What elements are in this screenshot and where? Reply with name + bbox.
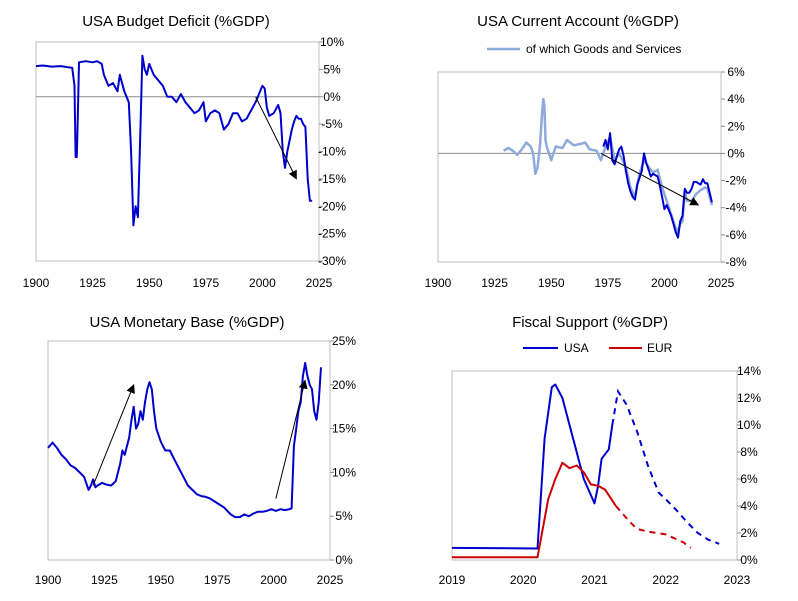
- y-tick-label: 10%: [332, 465, 356, 479]
- legend: of which Goods and Services: [487, 42, 681, 56]
- x-tick-label: 2020: [510, 573, 537, 587]
- y-tick-label: 10%: [320, 35, 344, 49]
- x-tick-label: 2025: [708, 276, 735, 290]
- x-tick-label: 2019: [439, 573, 466, 587]
- y-tick-label: -15%: [318, 172, 346, 186]
- y-tick-label: 0%: [727, 146, 745, 160]
- x-tick-label: 1900: [23, 276, 50, 290]
- x-axis: 1900 1925 1950 1975 2000 2025: [35, 573, 344, 587]
- series-lines: [503, 97, 714, 239]
- x-axis: 2019 2020 2021 2022 2023: [439, 573, 751, 587]
- y-tick-label: 0%: [740, 553, 758, 567]
- chart-title: Fiscal Support (%GDP): [512, 314, 668, 331]
- y-axis: 10% 5% 0% -5% -10% -15% -20% -25% -30%: [318, 35, 346, 268]
- x-tick-label: 2023: [724, 573, 751, 587]
- y-tick-label: -20%: [318, 199, 346, 213]
- forecast-line-eur: [615, 505, 692, 549]
- legend-label: of which Goods and Services: [526, 42, 681, 56]
- y-tick-label: 14%: [737, 364, 761, 378]
- x-tick-label: 2000: [260, 573, 287, 587]
- plot-area: [451, 370, 738, 561]
- trend-arrow: [600, 152, 700, 206]
- x-tick-label: 1950: [538, 276, 565, 290]
- x-tick-label: 1975: [594, 276, 621, 290]
- trend-arrows: [92, 379, 308, 499]
- x-tick-label: 1925: [91, 573, 118, 587]
- legend-label-usa: USA: [564, 341, 589, 355]
- trend-arrow: [92, 383, 135, 486]
- monetary-base-chart: USA Monetary Base (%GDP) 1900 1925 1950 197…: [35, 314, 357, 587]
- y-tick-label: 0%: [323, 90, 341, 104]
- x-tick-label: 1925: [481, 276, 508, 290]
- y-tick-label: 10%: [737, 418, 761, 432]
- y-tick-label: 5%: [323, 62, 341, 76]
- series-line-1: [602, 132, 713, 239]
- series-lines: [47, 361, 322, 519]
- x-tick-label: 1975: [204, 573, 231, 587]
- x-tick-label: 2025: [306, 276, 333, 290]
- series-line-eur: [452, 461, 617, 559]
- x-tick-label: 2000: [249, 276, 276, 290]
- plot-area: [437, 71, 722, 263]
- y-tick-label: 6%: [727, 65, 745, 79]
- plot-area: [47, 340, 331, 561]
- series-line-usa: [451, 383, 614, 550]
- y-tick-label: -25%: [318, 227, 346, 241]
- y-tick-label: 5%: [335, 509, 353, 523]
- deficit-chart: USA Budget Deficit (%GDP) 1900 1925 1950 19…: [23, 13, 347, 290]
- series-line-0: [503, 97, 714, 234]
- current-account-chart: USA Current Account (%GDP) of which Good…: [425, 13, 747, 290]
- trend-arrows: [600, 152, 700, 206]
- y-tick-label: 8%: [740, 445, 758, 459]
- x-tick-label: 1900: [425, 276, 452, 290]
- x-tick-label: 2025: [317, 573, 344, 587]
- forecast-line-usa: [611, 388, 720, 545]
- chart-title: USA Monetary Base (%GDP): [89, 314, 284, 331]
- y-tick-label: 4%: [740, 499, 758, 513]
- trend-arrow: [275, 379, 308, 499]
- y-tick-label: 2%: [727, 119, 745, 133]
- y-tick-label: 4%: [727, 92, 745, 106]
- y-tick-label: 2%: [740, 526, 758, 540]
- series-line-0: [35, 54, 313, 227]
- trend-arrows: [255, 96, 297, 180]
- y-tick-label: 25%: [332, 334, 356, 348]
- series-lines: [451, 383, 720, 559]
- legend-label-eur: EUR: [647, 341, 673, 355]
- x-tick-label: 1975: [192, 276, 219, 290]
- chart-title: USA Current Account (%GDP): [477, 13, 679, 30]
- y-tick-label: 12%: [737, 391, 761, 405]
- chart-title: USA Budget Deficit (%GDP): [82, 13, 270, 30]
- series-lines: [35, 54, 313, 227]
- legend: USA EUR: [523, 341, 673, 355]
- y-tick-label: -2%: [725, 174, 747, 188]
- x-tick-label: 1925: [79, 276, 106, 290]
- y-axis: 25% 20% 15% 10% 5% 0%: [330, 334, 356, 567]
- y-tick-label: -6%: [725, 228, 747, 242]
- series-line-0: [47, 361, 322, 519]
- x-axis: 1900 1925 1950 1975 2000 2025: [23, 276, 333, 290]
- y-tick-label: -4%: [725, 201, 747, 215]
- y-tick-label: 6%: [740, 472, 758, 486]
- y-tick-label: -30%: [318, 254, 346, 268]
- y-tick-label: -10%: [318, 145, 346, 159]
- y-tick-label: 15%: [332, 422, 356, 436]
- x-tick-label: 2000: [651, 276, 678, 290]
- y-tick-label: 20%: [332, 378, 356, 392]
- x-tick-label: 1950: [147, 573, 174, 587]
- trend-arrow: [255, 96, 297, 180]
- y-tick-label: -8%: [725, 255, 747, 269]
- y-axis: 14% 12% 10% 8% 6% 4% 2% 0%: [737, 364, 761, 567]
- y-tick-label: 0%: [335, 553, 353, 567]
- x-tick-label: 2021: [581, 573, 608, 587]
- y-tick-label: -5%: [321, 117, 343, 131]
- x-tick-label: 1900: [35, 573, 62, 587]
- x-axis: 1900 1925 1950 1975 2000 2025: [425, 276, 735, 290]
- x-tick-label: 2022: [652, 573, 679, 587]
- y-axis: 6% 4% 2% 0% -2% -4% -6% -8%: [721, 65, 747, 269]
- x-tick-label: 1950: [136, 276, 163, 290]
- fiscal-support-chart: Fiscal Support (%GDP) USA EUR 2019 2020 20…: [439, 314, 762, 587]
